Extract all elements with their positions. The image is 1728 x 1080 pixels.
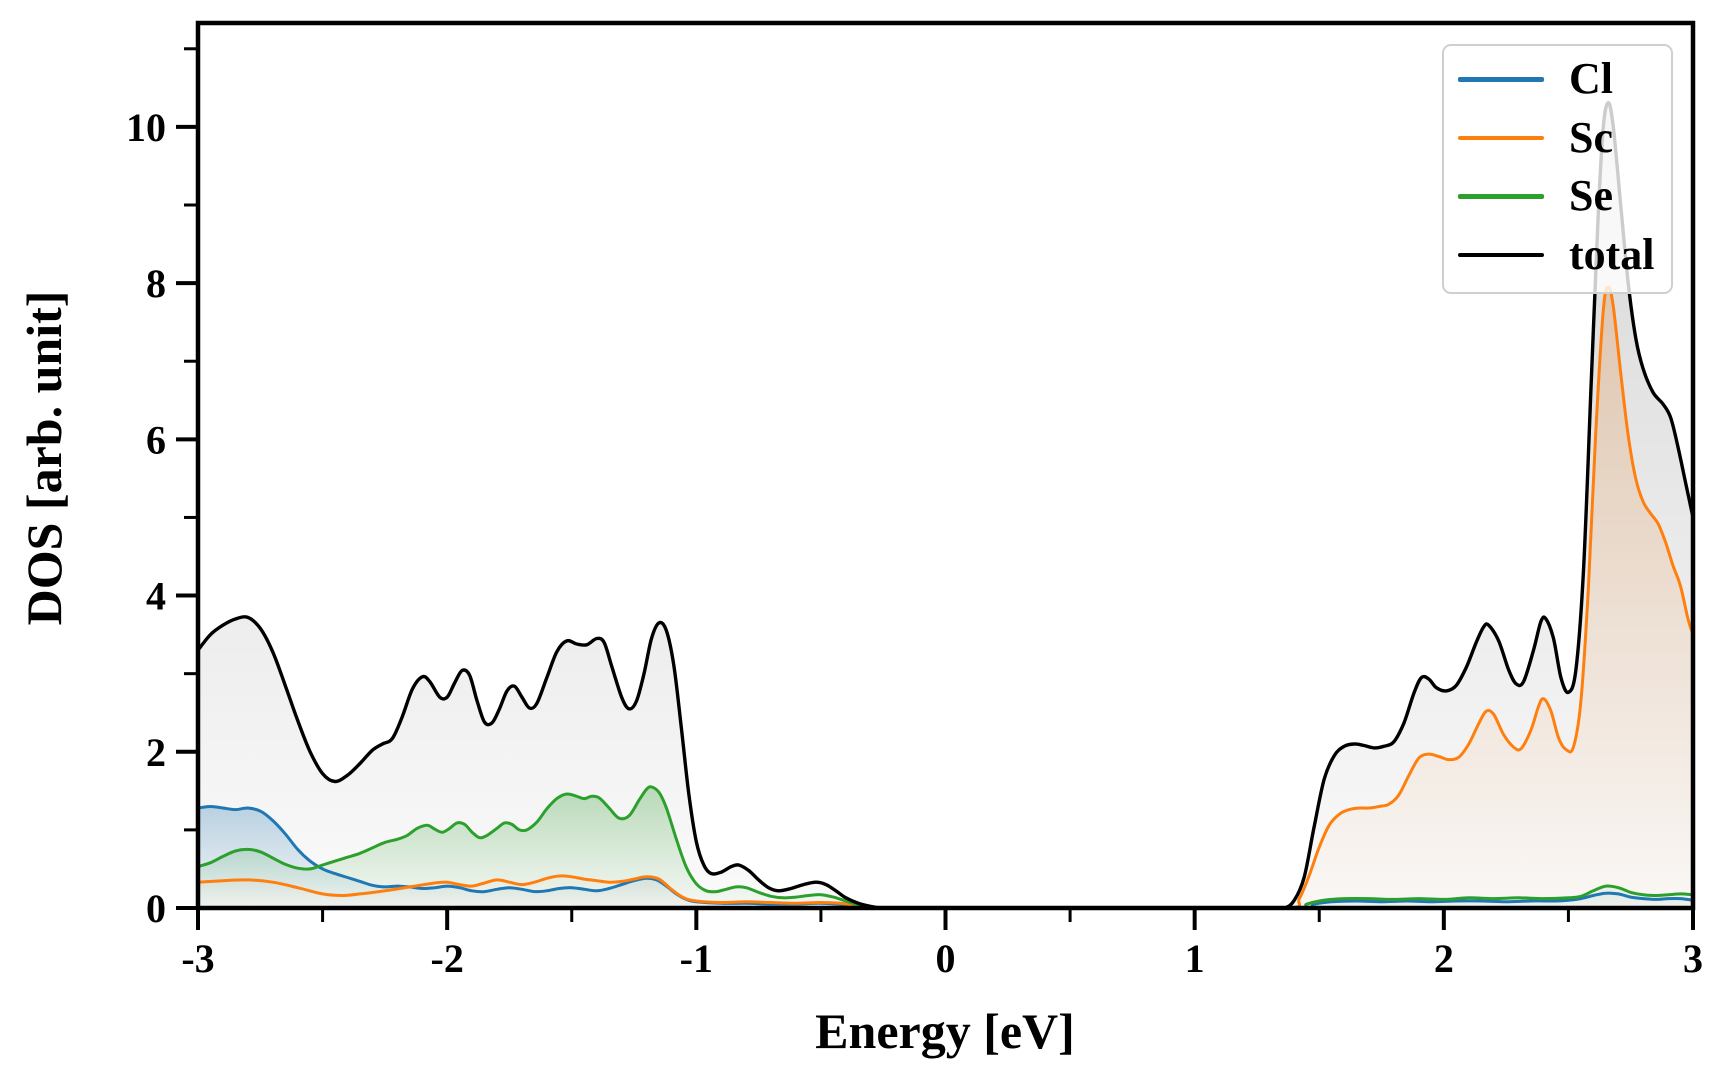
sc-curve	[198, 285, 1693, 908]
legend-entry-cl: Cl	[1458, 50, 1671, 109]
legend-line-swatch	[1458, 135, 1544, 140]
y-axis-title: DOS [arb. unit]	[16, 290, 72, 626]
series-lines	[198, 101, 1693, 908]
legend: Cl Sc Se total	[1442, 44, 1673, 294]
y-tick-label: 10	[126, 105, 166, 150]
x-tick-label: 3	[1683, 936, 1703, 981]
axis-ticks	[176, 47, 1695, 930]
x-tick-label: -1	[680, 936, 713, 981]
x-tick-label: 2	[1434, 936, 1454, 981]
y-tick-label: 4	[146, 574, 166, 619]
x-tick-label: 1	[1185, 936, 1205, 981]
se-curve	[198, 785, 1693, 908]
x-axis-title: Energy [eV]	[815, 1003, 1075, 1059]
total-curve	[198, 101, 1693, 908]
x-tick-label: -2	[431, 936, 464, 981]
plot-border	[195, 20, 1696, 911]
y-tick-label: 2	[146, 730, 166, 775]
y-tick-label: 0	[146, 886, 166, 931]
y-tick-label: 6	[146, 417, 166, 462]
y-tick-label: 8	[146, 261, 166, 306]
legend-label: total	[1569, 229, 1655, 279]
legend-label: Cl	[1569, 54, 1613, 104]
legend-label: Se	[1569, 171, 1613, 221]
legend-line-swatch	[1458, 194, 1544, 199]
legend-line-swatch	[1458, 252, 1544, 257]
x-tick-label: -3	[181, 936, 214, 981]
legend-entry-total: total	[1458, 226, 1671, 285]
legend-entry-se: Se	[1458, 167, 1671, 226]
legend-line-swatch	[1458, 77, 1544, 82]
total-fill	[198, 102, 1693, 908]
x-tick-label: 0	[936, 936, 956, 981]
legend-entry-sc: Sc	[1458, 109, 1671, 168]
axis-tick-labels: -3 -2 -1 0 1 2 3 0 2 4 6 8 10	[126, 105, 1703, 981]
legend-label: Sc	[1569, 112, 1613, 162]
